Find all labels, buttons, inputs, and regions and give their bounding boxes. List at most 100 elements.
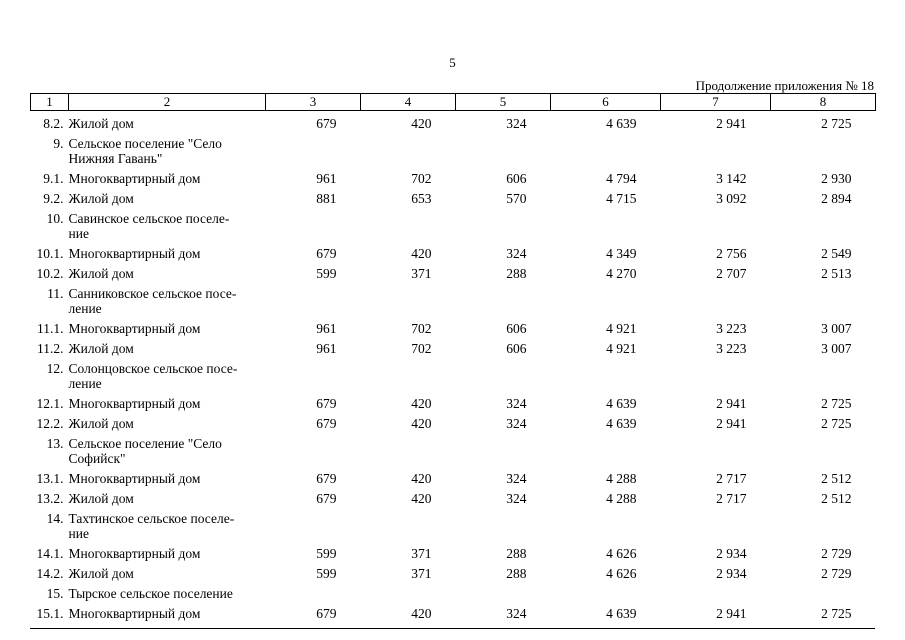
value-cell: 2 725 — [821, 396, 852, 411]
row-name-cell: Сельское поселение "Село Софийск" — [68, 436, 222, 466]
row-name-cell: Жилой дом — [68, 191, 134, 206]
value-cell: 606 — [506, 341, 527, 356]
value-cell: 420 — [411, 491, 432, 506]
value-cell: 2 549 — [821, 246, 852, 261]
value-cell: 679 — [316, 471, 337, 486]
value-cell: 702 — [411, 171, 432, 186]
value-cell: 4 288 — [606, 491, 637, 506]
value-cell: 2 941 — [716, 606, 747, 621]
continuation-label: Продолжение приложения № 18 — [695, 78, 874, 93]
value-cell — [551, 506, 661, 541]
value-cell: 324 — [506, 606, 527, 621]
value-cell: 2 894 — [821, 191, 852, 206]
value-cell: 420 — [411, 116, 432, 131]
row-number-cell: 14. — [46, 511, 64, 526]
column-header: 4 — [360, 93, 456, 111]
table-row: 13. Сельское поселение "Село Софийск" — [31, 431, 876, 466]
row-name-cell: Жилой дом — [68, 266, 134, 281]
value-cell — [551, 431, 661, 466]
value-cell — [361, 581, 456, 601]
value-cell: 4 270 — [606, 266, 637, 281]
value-cell — [551, 581, 661, 601]
value-cell: 702 — [411, 321, 432, 336]
column-header: 5 — [455, 93, 551, 111]
value-cell: 2 941 — [716, 396, 747, 411]
row-number-cell: 12. — [46, 361, 64, 376]
row-number-cell: 14.2. — [36, 566, 64, 581]
value-cell: 679 — [316, 491, 337, 506]
value-cell — [456, 581, 551, 601]
value-cell — [551, 356, 661, 391]
value-cell: 679 — [316, 396, 337, 411]
value-cell: 2 729 — [821, 566, 852, 581]
value-cell: 599 — [316, 566, 337, 581]
value-cell: 4 639 — [606, 606, 637, 621]
value-cell: 4 626 — [606, 546, 637, 561]
column-header: 3 — [265, 93, 361, 111]
value-cell — [771, 131, 876, 166]
column-header: 7 — [660, 93, 771, 111]
value-cell: 679 — [316, 606, 337, 621]
value-cell — [456, 431, 551, 466]
value-cell: 4 921 — [606, 321, 637, 336]
column-header: 8 — [770, 93, 876, 111]
value-cell: 961 — [316, 171, 337, 186]
table-row: 8.2. Жилой дом 679 420 324 4 639 2 941 2 725 — [31, 111, 876, 132]
table-row: 10.1. Многоквартирный дом 679 420 324 4 349 2 … — [31, 241, 876, 261]
value-cell — [771, 356, 876, 391]
value-cell — [771, 506, 876, 541]
value-cell: 420 — [411, 471, 432, 486]
row-name-cell: Тахтинское сельское поселе- ние — [68, 511, 235, 541]
value-cell — [661, 281, 771, 316]
value-cell — [266, 356, 361, 391]
value-cell — [361, 131, 456, 166]
value-cell: 4 639 — [606, 396, 637, 411]
value-cell: 4 715 — [606, 191, 637, 206]
value-cell — [456, 131, 551, 166]
table-row: 12. Солонцовское сельское посе- ление — [31, 356, 876, 391]
table-row: 11.1. Многоквартирный дом 961 702 606 4 921 3 … — [31, 316, 876, 336]
value-cell — [661, 131, 771, 166]
page-number: 5 — [449, 55, 456, 70]
row-name-cell: Савинское сельское поселе- ние — [68, 211, 230, 241]
row-number-cell: 10.2. — [36, 266, 64, 281]
value-cell: 653 — [411, 191, 432, 206]
value-cell: 2 512 — [821, 491, 852, 506]
row-name-cell: Многоквартирный дом — [68, 246, 201, 261]
value-cell: 3 007 — [821, 341, 852, 356]
value-cell: 2 717 — [716, 471, 747, 486]
row-number-cell: 10.1. — [36, 246, 64, 261]
value-cell: 324 — [506, 116, 527, 131]
value-cell: 4 921 — [606, 341, 637, 356]
value-cell — [266, 581, 361, 601]
value-cell: 2 934 — [716, 546, 747, 561]
value-cell: 371 — [411, 266, 432, 281]
table-row: 10.2. Жилой дом 599 371 288 4 270 2 707 2 513 — [31, 261, 876, 281]
value-cell — [361, 506, 456, 541]
row-name-cell: Многоквартирный дом — [68, 471, 201, 486]
value-cell — [266, 506, 361, 541]
value-cell — [551, 206, 661, 241]
value-cell — [456, 356, 551, 391]
value-cell: 599 — [316, 546, 337, 561]
value-cell: 324 — [506, 246, 527, 261]
row-number-cell: 11.2. — [37, 341, 64, 356]
row-number-cell: 10. — [46, 211, 64, 226]
row-number-cell: 9.2. — [43, 191, 64, 206]
table-row: 13.2. Жилой дом 679 420 324 4 288 2 717 2 512 — [31, 486, 876, 506]
value-cell: 324 — [506, 396, 527, 411]
value-cell: 4 349 — [606, 246, 637, 261]
value-cell — [266, 131, 361, 166]
value-cell: 2 729 — [821, 546, 852, 561]
value-cell — [661, 431, 771, 466]
table-row: 15. Тырское сельское поселение — [31, 581, 876, 601]
value-cell: 3 092 — [716, 191, 747, 206]
value-cell: 4 639 — [606, 116, 637, 131]
row-number-cell: 8.2. — [43, 116, 64, 131]
row-name-cell: Многоквартирный дом — [68, 321, 201, 336]
value-cell: 3 142 — [716, 171, 747, 186]
value-cell: 420 — [411, 606, 432, 621]
row-name-cell: Жилой дом — [68, 416, 134, 431]
